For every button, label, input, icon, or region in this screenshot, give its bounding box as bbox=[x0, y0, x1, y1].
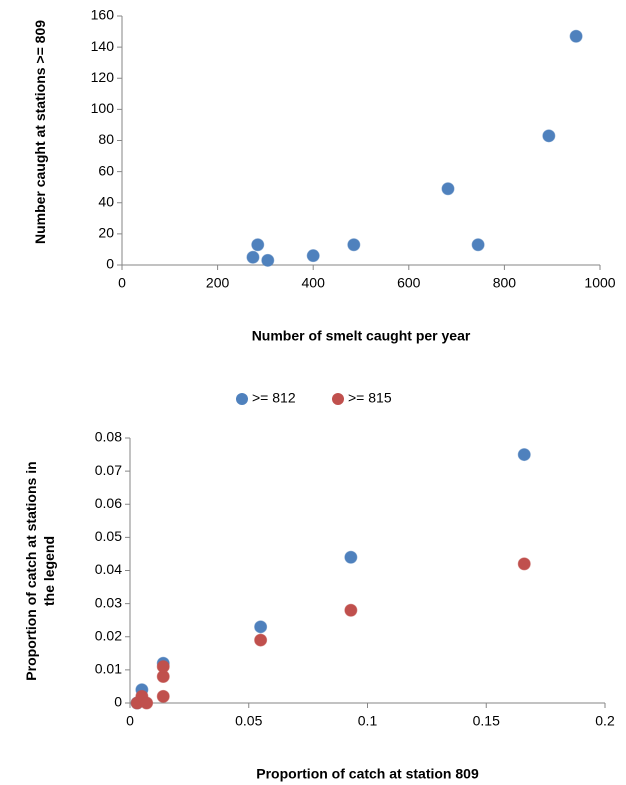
y-tick-label: 160 bbox=[91, 7, 115, 23]
y-tick-label: 20 bbox=[98, 225, 114, 241]
legend-label: >= 815 bbox=[348, 390, 392, 406]
point bbox=[347, 238, 361, 252]
x-tick-label: 0.15 bbox=[473, 713, 500, 729]
y-tick-label: 0 bbox=[114, 694, 122, 710]
x-tick-label: 0 bbox=[126, 713, 134, 729]
point bbox=[254, 620, 268, 634]
y-tick-label: 0.02 bbox=[95, 627, 122, 643]
y-tick-label: 0.04 bbox=[95, 561, 122, 577]
x-tick-label: 0 bbox=[118, 275, 126, 291]
point bbox=[344, 550, 358, 564]
y-tick-label: 0.07 bbox=[95, 462, 122, 478]
x-tick-label: 0.05 bbox=[235, 713, 262, 729]
point bbox=[251, 238, 265, 252]
point bbox=[254, 633, 268, 647]
y-tick-label: 100 bbox=[91, 100, 115, 116]
y-tick-label: 0.03 bbox=[95, 594, 122, 610]
x-tick-label: 800 bbox=[493, 275, 517, 291]
legend-marker bbox=[236, 393, 248, 405]
point bbox=[471, 238, 485, 252]
x-tick-label: 0.1 bbox=[358, 713, 378, 729]
x-tick-label: 600 bbox=[397, 275, 421, 291]
point bbox=[156, 689, 170, 703]
x-axis-title: Number of smelt caught per year bbox=[252, 328, 471, 344]
x-axis-title: Proportion of catch at station 809 bbox=[256, 766, 479, 782]
point bbox=[140, 696, 154, 710]
point bbox=[517, 448, 531, 462]
legend-marker bbox=[332, 393, 344, 405]
x-tick-label: 1000 bbox=[584, 275, 615, 291]
point bbox=[542, 129, 556, 143]
point bbox=[441, 182, 455, 196]
y-tick-label: 140 bbox=[91, 38, 115, 54]
y-tick-label: 0.06 bbox=[95, 495, 122, 511]
y-tick-label: 40 bbox=[98, 193, 114, 209]
y-tick-label: 0 bbox=[106, 256, 114, 272]
point bbox=[246, 250, 260, 264]
y-tick-label: 80 bbox=[98, 131, 114, 147]
y-tick-label: 120 bbox=[91, 69, 115, 85]
x-tick-label: 0.2 bbox=[595, 713, 615, 729]
y-tick-label: 0.01 bbox=[95, 661, 122, 677]
point bbox=[569, 29, 583, 43]
point bbox=[344, 603, 358, 617]
y-axis-title: Proportion of catch at stations in the l… bbox=[23, 460, 57, 681]
x-tick-label: 400 bbox=[302, 275, 326, 291]
y-tick-label: 0.05 bbox=[95, 528, 122, 544]
legend-label: >= 812 bbox=[252, 390, 296, 406]
x-tick-label: 200 bbox=[206, 275, 230, 291]
y-axis-title: Number caught at stations >= 809 bbox=[32, 19, 48, 244]
point bbox=[156, 660, 170, 674]
y-tick-label: 60 bbox=[98, 162, 114, 178]
point bbox=[261, 253, 275, 267]
y-tick-label: 0.08 bbox=[95, 429, 122, 445]
point bbox=[517, 557, 531, 571]
point bbox=[306, 249, 320, 263]
